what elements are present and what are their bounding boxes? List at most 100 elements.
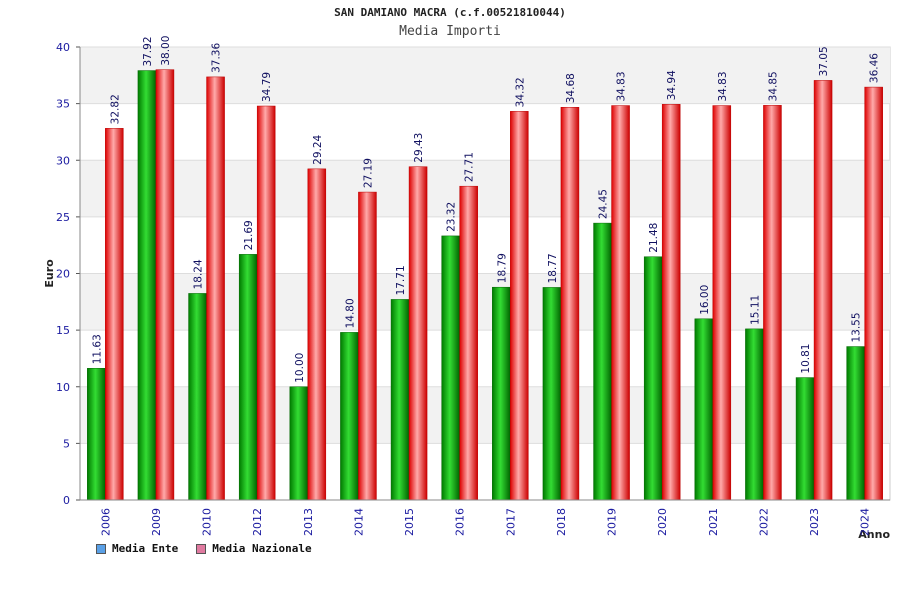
legend-swatch-nazionale	[196, 543, 207, 554]
legend-item-ente: Media Ente	[96, 542, 178, 555]
data-label-nazionale: 34.79	[261, 72, 273, 102]
bar-nazionale	[408, 166, 428, 501]
data-label-ente: 37.92	[142, 36, 154, 66]
data-label-nazionale: 36.46	[869, 53, 881, 83]
data-label-ente: 11.63	[91, 334, 103, 364]
bar-ente	[87, 368, 106, 501]
bar-ente	[542, 287, 562, 501]
bar-ente	[441, 235, 460, 501]
bar-nazionale	[712, 105, 732, 501]
bar-nazionale	[510, 111, 529, 501]
data-label-nazionale: 34.83	[717, 71, 729, 101]
legend: Media Ente Media Nazionale	[96, 542, 312, 555]
bar-nazionale	[661, 104, 681, 501]
bar-ente	[137, 70, 157, 501]
data-label-nazionale: 34.85	[767, 71, 779, 101]
x-tick-label: 2010	[201, 508, 214, 536]
x-tick-label: 2013	[302, 508, 315, 536]
data-label-nazionale: 34.32	[514, 77, 526, 107]
data-labels: 11.63 32.82 37.92 38.00 18.24 37.36 21.69 34.79…	[91, 36, 880, 383]
x-tick-label: 2019	[606, 508, 619, 536]
bar-ente	[593, 222, 612, 501]
y-tick-label: 35	[56, 98, 70, 111]
bar-nazionale	[763, 105, 782, 501]
x-tick-label: 2009	[150, 508, 163, 536]
data-label-nazionale: 34.83	[616, 71, 628, 101]
legend-swatch-ente	[96, 543, 106, 554]
data-label-ente: 13.55	[851, 312, 863, 342]
bar-nazionale	[864, 86, 883, 501]
y-tick-label: 15	[56, 324, 70, 337]
data-label-ente: 24.45	[598, 189, 610, 219]
bar-ente	[289, 386, 309, 501]
x-tick-label: 2023	[808, 508, 821, 536]
data-label-ente: 18.79	[496, 253, 508, 283]
y-tick-label: 5	[63, 437, 70, 450]
bar-nazionale	[105, 128, 124, 501]
data-label-nazionale: 34.94	[666, 70, 678, 100]
data-label-ente: 18.24	[193, 259, 205, 289]
bar-ente	[694, 318, 714, 501]
x-tick-label: 2016	[454, 508, 467, 536]
x-tick-label: 2014	[352, 508, 365, 536]
y-tick-label: 0	[63, 494, 70, 507]
legend-label-nazionale: Media Nazionale	[212, 542, 312, 555]
chart-subtitle: Media Importi	[399, 24, 501, 39]
bar-nazionale	[459, 185, 478, 501]
legend-item-nazionale: Media Nazionale	[196, 542, 312, 555]
bar-ente	[390, 299, 410, 501]
y-tick-label: 25	[56, 211, 70, 224]
x-tick-label: 2017	[504, 508, 517, 536]
bar-ente	[340, 332, 359, 501]
x-tick-label: 2021	[707, 508, 720, 536]
bar-nazionale	[307, 168, 327, 501]
data-label-nazionale: 34.68	[565, 73, 577, 103]
bar-ente	[492, 286, 511, 501]
bar-ente	[238, 254, 258, 501]
bar-ente	[795, 377, 815, 501]
data-label-nazionale: 29.24	[312, 134, 324, 164]
data-label-ente: 16.00	[699, 285, 711, 315]
legend-label-ente: Media Ente	[112, 542, 179, 555]
bar-nazionale	[560, 106, 580, 501]
data-label-ente: 18.77	[547, 253, 559, 283]
data-label-ente: 23.32	[446, 202, 458, 232]
data-label-ente: 17.71	[395, 265, 407, 295]
bar-ente	[643, 256, 663, 501]
bars	[87, 69, 883, 501]
data-label-nazionale: 37.36	[211, 43, 223, 73]
bar-ente	[745, 328, 764, 501]
data-label-nazionale: 29.43	[413, 133, 425, 163]
x-tick-label: 2022	[757, 508, 770, 536]
y-tick-label: 10	[56, 381, 70, 394]
bar-ente	[188, 293, 207, 501]
x-tick-label: 2012	[251, 508, 264, 536]
bar-nazionale	[256, 105, 276, 501]
x-tick-label: 2024	[859, 508, 872, 536]
data-label-nazionale: 32.82	[109, 94, 121, 124]
data-label-ente: 21.69	[243, 220, 255, 250]
y-tick-label: 40	[56, 41, 70, 54]
x-tick-label: 2015	[403, 508, 416, 536]
y-axis-label: Euro	[43, 259, 56, 288]
y-tick-label: 20	[56, 268, 70, 281]
bar-nazionale	[206, 76, 225, 501]
bar-nazionale	[611, 105, 630, 501]
data-label-ente: 21.48	[648, 223, 660, 253]
bar-nazionale	[813, 80, 833, 501]
axes: 0 5 10 15 20 25 30 35 40 Euro Anno 2006 2009 2010 2012…	[43, 41, 890, 541]
x-tick-label: 2006	[99, 508, 112, 536]
data-label-nazionale: 27.71	[464, 152, 476, 182]
chart-title: SAN DAMIANO MACRA (c.f.00521810044)	[334, 6, 566, 19]
data-label-nazionale: 27.19	[362, 158, 374, 188]
data-label-ente: 14.80	[344, 298, 356, 328]
bar-nazionale	[358, 191, 377, 501]
y-tick-label: 30	[56, 154, 70, 167]
x-axis-label: Anno	[858, 528, 890, 541]
bar-ente	[846, 346, 865, 501]
data-label-ente: 10.81	[800, 344, 812, 374]
x-tick-label: 2020	[656, 508, 669, 536]
x-tick-label: 2018	[555, 508, 568, 536]
